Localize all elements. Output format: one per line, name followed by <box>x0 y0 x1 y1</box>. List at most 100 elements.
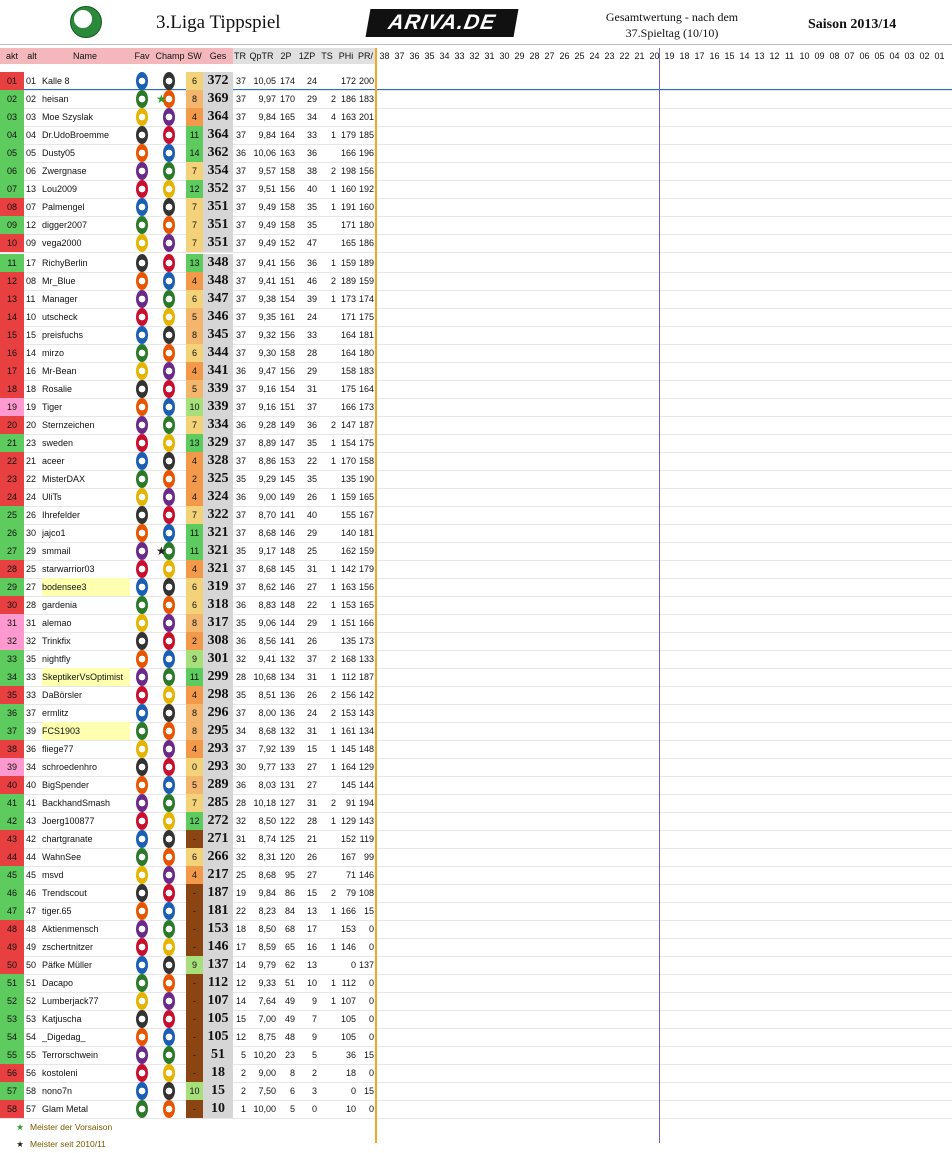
table-row[interactable]: 54 54 _Digedag_ - 105 12 8,75 48 9 105 0 <box>0 1028 952 1047</box>
player-name[interactable]: MisterDAX <box>42 474 86 484</box>
player-name[interactable]: Dacapo <box>42 978 74 988</box>
table-row[interactable]: 45 45 msvd 4 217 25 8,68 95 27 71 146 <box>0 866 952 885</box>
player-name[interactable]: Glam Metal <box>42 1104 89 1114</box>
table-row[interactable]: 31 31 alemao 8 317 35 9,06 144 29 1 151 … <box>0 614 952 633</box>
player-name[interactable]: Rosalie <box>42 384 73 394</box>
player-name[interactable]: Sternzeichen <box>42 420 95 430</box>
table-row[interactable]: 01 01 Kalle 8 6 372 37 10,05 174 24 172 … <box>0 72 952 91</box>
table-row[interactable]: 36 37 ermlitz 8 296 37 8,00 136 24 2 153… <box>0 704 952 723</box>
player-name[interactable]: schroedenhro <box>42 762 98 772</box>
player-name[interactable]: Katjuscha <box>42 1014 82 1024</box>
table-row[interactable]: 34 33 SkeptikerVsOptimist 11 299 28 10,6… <box>0 668 952 687</box>
player-name[interactable]: FCS1903 <box>42 722 130 740</box>
player-name[interactable]: Terrorschwein <box>42 1050 99 1060</box>
table-row[interactable]: 29 27 bodensee3 6 319 37 8,62 146 27 1 1… <box>0 578 952 597</box>
table-row[interactable]: 02 02 heisan 8 369 37 9,97 170 29 2 186 … <box>0 90 952 109</box>
table-row[interactable]: 06 06 Zwergnase 7 354 37 9,57 158 38 2 1… <box>0 162 952 181</box>
player-name[interactable]: bodensee3 <box>42 578 130 596</box>
table-row[interactable]: 24 24 UliTs 4 324 36 9,00 149 26 1 159 1… <box>0 488 952 507</box>
player-name[interactable]: nono7n <box>42 1086 73 1096</box>
ariva-logo[interactable]: ARIVA.DE <box>365 9 519 37</box>
table-row[interactable]: 19 19 Tiger 10 339 37 9,16 151 37 166 17… <box>0 398 952 417</box>
player-name[interactable]: Aktienmensch <box>42 924 99 934</box>
table-row[interactable]: 58 57 Glam Metal - 10 1 10,00 5 0 10 0 <box>0 1100 952 1119</box>
table-row[interactable]: 23 22 MisterDAX 2 325 35 9,29 145 35 135… <box>0 470 952 489</box>
player-name[interactable]: Kalle 8 <box>42 76 70 86</box>
player-name[interactable]: Dr.UdoBroemme <box>42 130 110 140</box>
player-name[interactable]: Manager <box>42 294 78 304</box>
table-row[interactable]: 17 16 Mr-Bean 4 341 36 9,47 156 29 158 1… <box>0 362 952 381</box>
table-row[interactable]: 22 21 aceer 4 328 37 8,86 153 22 1 170 1… <box>0 452 952 471</box>
table-row[interactable]: 16 14 mirzo 6 344 37 9,30 158 28 164 180 <box>0 344 952 363</box>
player-name[interactable]: Moe Szyslak <box>42 112 94 122</box>
table-row[interactable]: 12 08 Mr_Blue 4 348 37 9,41 151 46 2 189… <box>0 272 952 291</box>
table-row[interactable]: 26 30 jajco1 11 321 37 8,68 146 29 140 1… <box>0 524 952 543</box>
table-row[interactable]: 41 41 BackhandSmash 7 285 28 10,18 127 3… <box>0 794 952 813</box>
table-row[interactable]: 51 51 Dacapo - 112 12 9,33 51 10 1 112 0 <box>0 974 952 993</box>
table-row[interactable]: 37 39 FCS1903 8 295 34 8,68 132 31 1 161… <box>0 722 952 741</box>
player-name[interactable]: nightfly <box>42 654 71 664</box>
player-name[interactable]: preisfuchs <box>42 330 84 340</box>
player-name[interactable]: SkeptikerVsOptimist <box>42 668 130 686</box>
table-row[interactable]: 46 46 Trendscout - 187 19 9,84 86 15 2 7… <box>0 884 952 903</box>
table-row[interactable]: 38 36 fliege77 4 293 37 7,92 139 15 1 14… <box>0 740 952 759</box>
table-row[interactable]: 18 18 Rosalie 5 339 37 9,16 154 31 175 1… <box>0 380 952 399</box>
player-name[interactable]: UliTs <box>42 492 62 502</box>
player-name[interactable]: Päfke Müller <box>42 960 93 970</box>
player-name[interactable]: vega2000 <box>42 238 82 248</box>
player-name[interactable]: RichyBerlin <box>42 258 88 268</box>
player-name[interactable]: fliege77 <box>42 744 74 754</box>
table-row[interactable]: 30 28 gardenia 6 318 36 8,83 148 22 1 15… <box>0 596 952 615</box>
table-row[interactable]: 39 34 schroedenhro 0 293 30 9,77 133 27 … <box>0 758 952 777</box>
player-name[interactable]: Trinkfix <box>42 636 71 646</box>
table-row[interactable]: 25 26 Ihrefelder 7 322 37 8,70 141 40 15… <box>0 506 952 525</box>
table-row[interactable]: 04 04 Dr.UdoBroemme 11 364 37 9,84 164 3… <box>0 126 952 145</box>
table-row[interactable]: 03 03 Moe Szyslak 4 364 37 9,84 165 34 4… <box>0 108 952 127</box>
player-name[interactable]: Ihrefelder <box>42 510 81 520</box>
player-name[interactable]: alemao <box>42 618 72 628</box>
table-row[interactable]: 33 35 nightfly 9 301 32 9,41 132 37 2 16… <box>0 650 952 669</box>
player-name[interactable]: Zwergnase <box>42 166 87 176</box>
player-name[interactable]: DaBörsler <box>42 690 83 700</box>
player-name[interactable]: Joerg100877 <box>42 816 95 826</box>
player-name[interactable]: gardenia <box>42 600 78 610</box>
player-name[interactable]: smmail <box>42 546 71 556</box>
table-row[interactable]: 52 52 Lumberjack77 - 107 14 7,64 49 9 1 … <box>0 992 952 1011</box>
player-name[interactable]: Lou2009 <box>42 184 78 194</box>
player-name[interactable]: msvd <box>42 870 64 880</box>
table-row[interactable]: 48 48 Aktienmensch - 153 18 8,50 68 17 1… <box>0 920 952 939</box>
table-row[interactable]: 50 50 Päfke Müller 9 137 14 9,79 62 13 0… <box>0 956 952 975</box>
table-row[interactable]: 57 58 nono7n 10 15 2 7,50 6 3 0 15 <box>0 1082 952 1101</box>
table-row[interactable]: 11 17 RichyBerlin 13 348 37 9,41 156 36 … <box>0 254 952 273</box>
player-name[interactable]: utscheck <box>42 312 78 322</box>
player-name[interactable]: Palmengel <box>42 202 85 212</box>
table-row[interactable]: 21 23 sweden 13 329 37 8,89 147 35 1 154… <box>0 434 952 453</box>
player-name[interactable]: WahnSee <box>42 852 82 862</box>
table-row[interactable]: 07 13 Lou2009 12 352 37 9,51 156 40 1 16… <box>0 180 952 199</box>
table-row[interactable]: 35 33 DaBörsler 4 298 35 8,51 136 26 2 1… <box>0 686 952 705</box>
table-row[interactable]: 20 20 Sternzeichen 7 334 36 9,28 149 36 … <box>0 416 952 435</box>
player-name[interactable]: sweden <box>42 438 74 448</box>
player-name[interactable]: mirzo <box>42 348 64 358</box>
player-name[interactable]: Trendscout <box>42 888 87 898</box>
table-row[interactable]: 13 11 Manager 6 347 37 9,38 154 39 1 173… <box>0 290 952 309</box>
player-name[interactable]: _Digedag_ <box>42 1032 86 1042</box>
table-row[interactable]: 47 47 tiger.65 - 181 22 8,23 84 13 1 166… <box>0 902 952 921</box>
player-name[interactable]: tiger.65 <box>42 906 72 916</box>
player-name[interactable]: Mr-Bean <box>42 366 77 376</box>
player-name[interactable]: ermlitz <box>42 708 69 718</box>
table-row[interactable]: 43 42 chartgranate - 271 31 8,74 125 21 … <box>0 830 952 849</box>
player-name[interactable]: starwarrior03 <box>42 564 95 574</box>
player-name[interactable]: heisan <box>42 94 69 104</box>
table-row[interactable]: 15 15 preisfuchs 8 345 37 9,32 156 33 16… <box>0 326 952 345</box>
player-name[interactable]: Mr_Blue <box>42 276 76 286</box>
table-row[interactable]: 28 25 starwarrior03 4 321 37 8,68 145 31… <box>0 560 952 579</box>
table-row[interactable]: 44 44 WahnSee 6 266 32 8,31 120 26 167 9… <box>0 848 952 867</box>
table-row[interactable]: 27 29 smmail 11 321 35 9,17 148 25 162 1… <box>0 542 952 561</box>
table-row[interactable]: 08 07 Palmengel 7 351 37 9,49 158 35 1 1… <box>0 198 952 217</box>
table-row[interactable]: 40 40 BigSpender 5 289 36 8,03 131 27 14… <box>0 776 952 795</box>
table-row[interactable]: 32 32 Trinkfix 2 308 36 8,56 141 26 135 … <box>0 632 952 651</box>
table-row[interactable]: 05 05 Dusty05 14 362 36 10,06 163 36 166… <box>0 144 952 163</box>
player-name[interactable]: zschertnitzer <box>42 942 94 952</box>
player-name[interactable]: BackhandSmash <box>42 798 111 808</box>
